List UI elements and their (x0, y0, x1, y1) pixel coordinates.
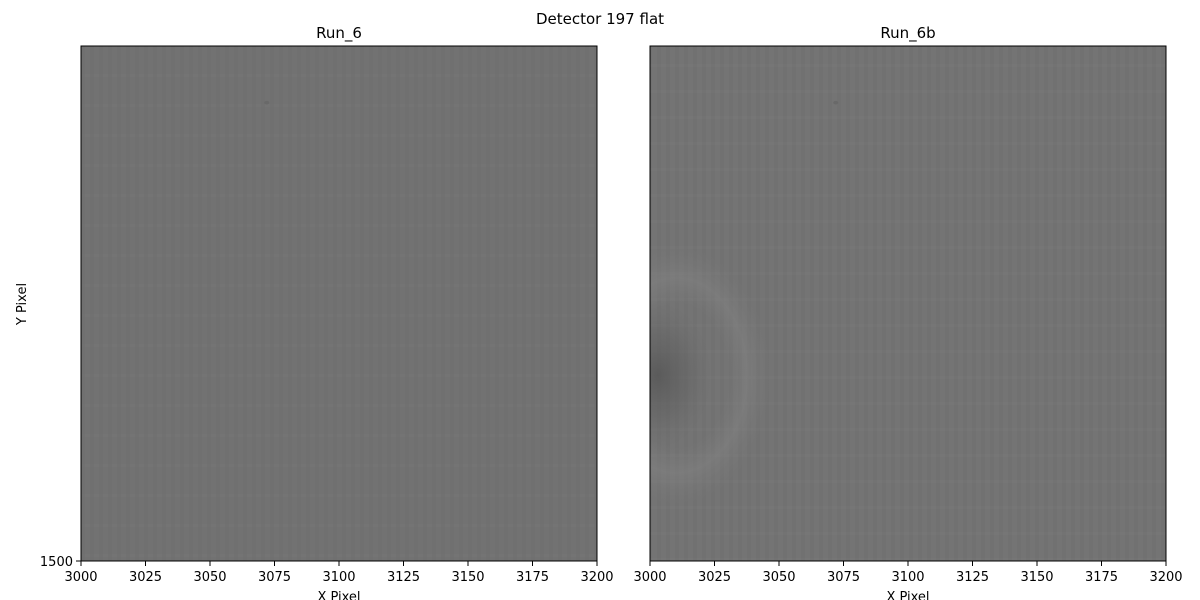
x-tick-label: 3100 (322, 570, 355, 585)
x-tick-label: 3175 (1085, 570, 1118, 585)
x-tick-label: 3200 (1149, 570, 1182, 585)
x-tick-label: 3200 (580, 570, 613, 585)
y-tick-label: 1500 (40, 555, 73, 570)
image-features (264, 100, 270, 105)
x-tick-label: 3050 (193, 570, 226, 585)
panel-title: Run_6b (880, 24, 935, 43)
x-axis-ticks: 3000 3025 3050 3075 3100 3125 3150 3175 3200 (633, 561, 1183, 585)
dust-spot (833, 100, 839, 105)
x-tick-label: 3000 (64, 570, 97, 585)
x-axis-label: X Pixel (886, 590, 929, 600)
x-tick-label: 3150 (1020, 570, 1053, 585)
x-tick-label: 3050 (762, 570, 795, 585)
heatmap-texture (81, 46, 597, 561)
x-tick-label: 3075 (827, 570, 860, 585)
x-tick-label: 3175 (516, 570, 549, 585)
x-tick-label: 3100 (891, 570, 924, 585)
panel-run-6: Run_6 3000 3025 3050 3075 3100 3125 3150 3175 32… (15, 24, 614, 600)
panel-title: Run_6 (316, 24, 362, 43)
x-axis-ticks: 3000 3025 3050 3075 3100 3125 3150 3175 3200 (64, 561, 614, 585)
x-axis-label: X Pixel (317, 590, 360, 600)
y-axis-label: Y Pixel (15, 283, 30, 326)
x-tick-label: 3125 (387, 570, 420, 585)
x-tick-label: 3000 (633, 570, 666, 585)
x-tick-label: 3125 (956, 570, 989, 585)
x-tick-label: 3025 (129, 570, 162, 585)
x-tick-label: 3025 (698, 570, 731, 585)
dust-spot (264, 100, 270, 105)
figure-suptitle: Detector 197 flat (536, 10, 664, 28)
image-features (650, 100, 839, 506)
x-tick-label: 3075 (258, 570, 291, 585)
y-axis-ticks: 1500 (40, 555, 81, 570)
x-tick-label: 3150 (451, 570, 484, 585)
panel-run-6b: Run_6b 3000 3025 3050 3075 3100 3125 3150 3175 3… (633, 24, 1183, 600)
light-halo (650, 245, 771, 506)
